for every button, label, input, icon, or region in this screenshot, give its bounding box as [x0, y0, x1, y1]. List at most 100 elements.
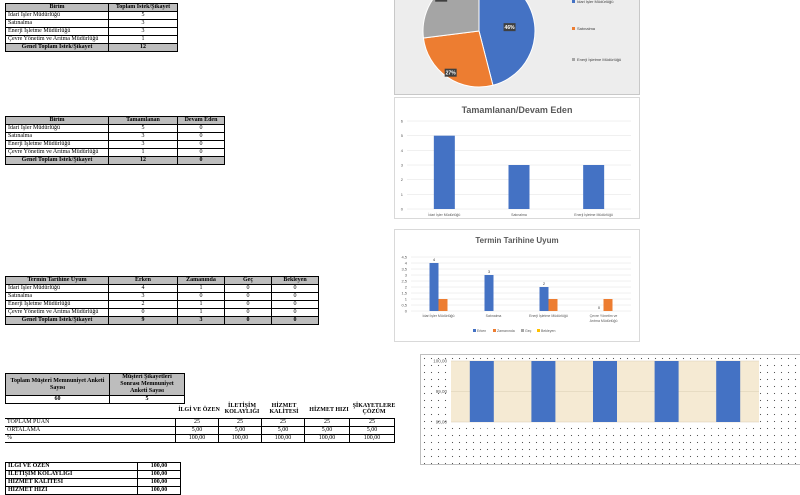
cell: 3	[108, 132, 178, 141]
data-label: 27%	[436, 0, 447, 2]
table-row: ORTALAMA 5,00 5,00 5,00 5,00 5,00	[5, 426, 395, 435]
col-header-survey-total: Toplam Müşteri Memnuniyet Anketi Sayısı	[5, 373, 110, 396]
table-row: Çevre Yönetim ve Arıtma Müdürlüğü 1 0	[5, 148, 225, 157]
cell: 1	[177, 300, 225, 309]
legend-label: Zamanında	[497, 329, 515, 333]
cell: 0	[108, 308, 178, 317]
pie-slice	[422, 30, 494, 88]
cell: İdari İşler Müdürlüğü	[5, 11, 109, 20]
cell: İLGİ VE ÖZEN	[5, 462, 138, 471]
table-row: % 100,00 100,00 100,00 100,00 100,00	[5, 434, 395, 443]
cell: 25	[304, 418, 350, 427]
x-category-label: İdari İşler Müdürlüğü	[428, 212, 460, 217]
x-category-label: Arıtma Müdürlüğü	[590, 319, 618, 323]
y-tick-label: 4	[405, 261, 408, 266]
cell: 5,00	[261, 426, 305, 435]
table-row: Enerji İşletme Müdürlüğü 2 1 0 0	[5, 300, 319, 309]
table-row: Enerji İşletme Müdürlüğü 3 0	[5, 140, 225, 149]
cell: 2	[108, 300, 178, 309]
cell: Satınalma	[5, 19, 109, 28]
deadline-chart-card[interactable]: Termin Tarihine Uyum 0 0,5 1 1,5 2 2,5 3 3,5 4 4,…	[394, 229, 640, 342]
cell: Genel Toplam İstek/Şikayet	[5, 43, 109, 52]
cell: 9	[108, 316, 178, 325]
cell: 3	[108, 27, 178, 36]
completed-chart-card[interactable]: Tamamlanan/Devam Eden 0 1 2 3 4 5 6 İdari İşler…	[394, 97, 640, 219]
x-category-label: Çevre Yönetim ve	[590, 314, 618, 318]
cell: Enerji İşletme Müdürlüğü	[5, 300, 109, 309]
y-tick-label: 1	[405, 297, 408, 302]
cell: 4	[108, 284, 178, 293]
col-header-deadline: Termin Tarihine Uyum	[5, 276, 109, 285]
pie-slice	[478, 0, 536, 86]
cell: 25	[349, 418, 395, 427]
cell: İdari İşler Müdürlüğü	[5, 284, 109, 293]
y-tick-label: 4,5	[401, 255, 407, 260]
cell: 25	[218, 418, 262, 427]
cell: 100,00	[261, 434, 305, 443]
table-row: Enerji İşletme Müdürlüğü 3	[5, 27, 178, 36]
bar	[539, 287, 549, 311]
cell: 0	[177, 292, 225, 301]
cell: 25	[175, 418, 219, 427]
y-tick-label: 0,5	[401, 303, 407, 308]
y-tick-label: 5	[401, 133, 404, 138]
cell: 12	[108, 43, 178, 52]
y-tick-label: 3	[405, 273, 408, 278]
legend-label: Bekleyen	[541, 329, 555, 333]
table-row: Satınalma 3 0	[5, 132, 225, 141]
survey-chart-card[interactable]: 98,00 99,00 100,00 İLGİ VE ÖZEN İLETİŞİM KOL…	[420, 354, 800, 465]
cell: 5	[108, 124, 178, 133]
cell: 5,00	[218, 426, 262, 435]
table-row: İLETİŞİM KOLAYLIĞI 100,00	[5, 470, 181, 479]
bar	[531, 361, 556, 422]
cell: 0	[271, 300, 319, 309]
y-tick-label: 1,5	[401, 291, 407, 296]
cell: Çevre Yönetim ve Arıtma Müdürlüğü	[5, 308, 109, 317]
table-row: İdari İşler Müdürlüğü 5	[5, 11, 178, 20]
y-tick-label: 100,00	[433, 359, 447, 364]
x-category-label: ŞİKAYETLERE ÇÖZÜM	[709, 428, 747, 432]
cell: 12	[108, 156, 178, 165]
cell: 100,00	[137, 462, 181, 471]
pie-slice	[422, 0, 480, 39]
col-header-ontime: Zamanında	[177, 276, 225, 285]
x-category-label: HİZMET HIZI	[656, 428, 677, 432]
pie-chart-card[interactable]: 46% 27% 27% İdari İşler Müdürlüğü Satınalma E…	[394, 0, 640, 95]
table-row: Çevre Yönetim ve Arıtma Müdürlüğü 0 1 0 0	[5, 308, 319, 317]
cell: 60	[5, 395, 110, 404]
cell: 0	[224, 308, 272, 317]
cell: 100,00	[137, 478, 181, 487]
table-row: HİZMET KALİTESİ 100,00	[5, 478, 181, 487]
legend-label: Geç	[525, 329, 532, 333]
score-header-care: İLGİ VE ÖZEN	[178, 407, 220, 413]
legend-label: Erken	[477, 329, 486, 333]
col-header-completed: Tamamlanan	[108, 116, 178, 125]
table-percent-list: İLGİ VE ÖZEN 100,00 İLETİŞİM KOLAYLIĞI 100…	[5, 462, 181, 495]
cell: Çevre Yönetim ve Arıtma Müdürlüğü	[5, 35, 109, 44]
table-total-requests: Birim Toplam İstek/Şikayet İdari İşler M…	[5, 3, 178, 52]
cell: Satınalma	[5, 292, 109, 301]
col-header-ongoing: Devam Eden	[177, 116, 225, 125]
bar	[654, 361, 679, 422]
y-tick-label: 3,5	[401, 267, 407, 272]
cell: Genel Toplam İstek/Şikayet	[5, 316, 109, 325]
score-header-communication: İLETİŞİM KOLAYLIĞI	[224, 403, 260, 415]
cell: 0	[271, 284, 319, 293]
cell: 0	[224, 292, 272, 301]
table-row: İLGİ VE ÖZEN 100,00	[5, 462, 181, 471]
col-header-late: Geç	[224, 276, 272, 285]
bar	[438, 299, 448, 311]
col-header-total: Toplam İstek/Şikayet	[108, 3, 178, 12]
total-row: Genel Toplam İstek/Şikayet 12	[5, 43, 178, 52]
table-row: 60 5	[5, 395, 185, 404]
cell: 0	[271, 308, 319, 317]
cell: Çevre Yönetim ve Arıtma Müdürlüğü	[5, 148, 109, 157]
chart-title: Tamamlanan/Devam Eden	[461, 105, 573, 115]
table-row: Çevre Yönetim ve Arıtma Müdürlüğü 1	[5, 35, 178, 44]
y-tick-label: 98,00	[436, 420, 448, 425]
bar	[603, 299, 613, 311]
cell: 0	[177, 124, 225, 133]
cell: 1	[108, 148, 178, 157]
completed-chart: 0 1 2 3 4 5 6 İdari İşler Müdürlüğü Satınalma Ene…	[401, 119, 631, 217]
pie-chart: 46% 27% 27% İdari İşler Müdürlüğü Satınalma E…	[422, 0, 621, 88]
